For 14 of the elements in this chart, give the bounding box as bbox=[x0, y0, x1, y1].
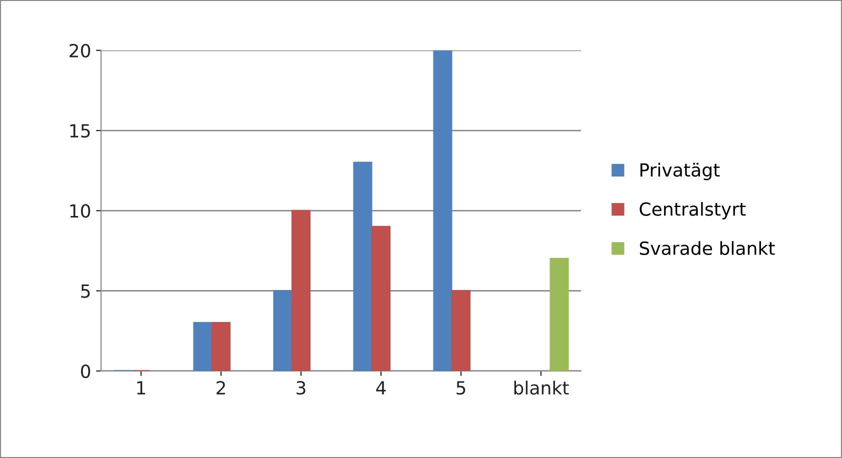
x-tick-label: 2 bbox=[216, 381, 225, 394]
legend-label: Privatägt bbox=[640, 162, 720, 180]
legend-label: Centralstyrt bbox=[640, 202, 746, 220]
y-tick-label: 15 bbox=[70, 124, 90, 138]
legend-label: Svarade blankt bbox=[640, 241, 775, 256]
x-tick-label: blankt bbox=[514, 380, 569, 395]
x-tick-label: 4 bbox=[376, 381, 386, 394]
y-tick-label: 10 bbox=[70, 204, 90, 218]
y-tick-label: 5 bbox=[81, 284, 90, 298]
y-tick-label: 20 bbox=[70, 44, 90, 58]
x-tick-label: 5 bbox=[456, 381, 466, 395]
y-tick-label: 0 bbox=[81, 364, 90, 378]
x-tick-label: 1 bbox=[137, 381, 146, 394]
x-tick-label: 3 bbox=[296, 381, 306, 395]
